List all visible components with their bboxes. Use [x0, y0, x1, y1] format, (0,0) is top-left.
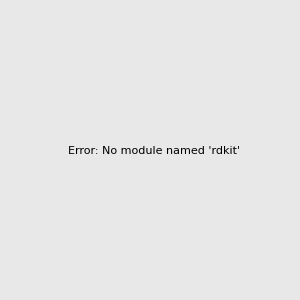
Text: Error: No module named 'rdkit': Error: No module named 'rdkit' — [68, 146, 240, 157]
